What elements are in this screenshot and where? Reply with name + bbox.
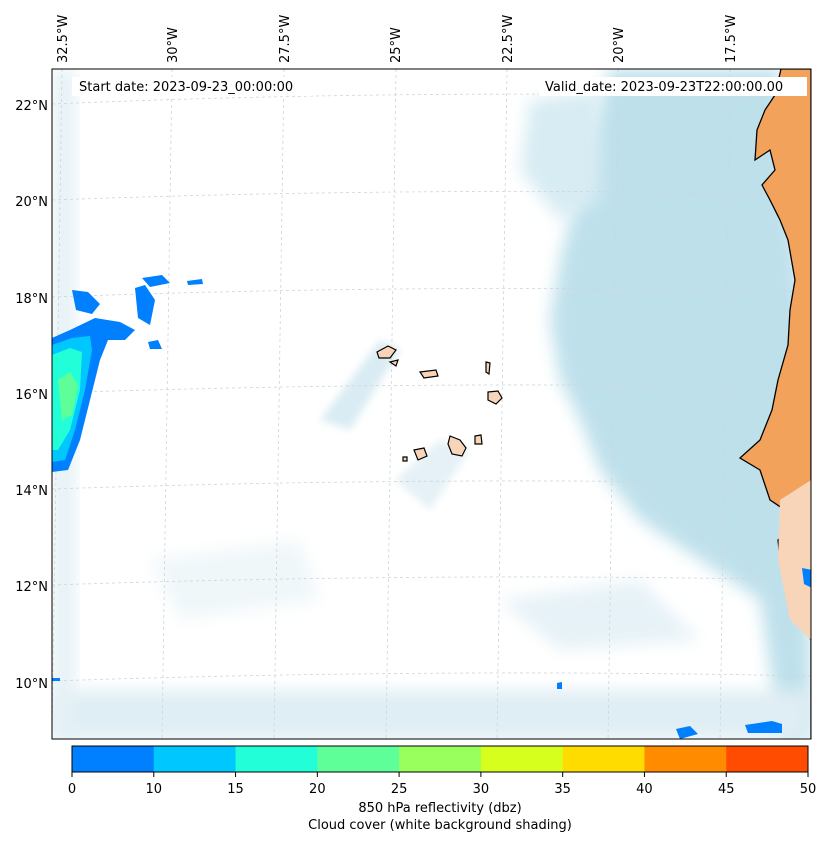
lat-label-18n: 18°N [15, 292, 48, 307]
colorbar-segment [562, 746, 645, 772]
colorbar-segment [644, 746, 727, 772]
colorbar-tick-label: 30 [473, 782, 490, 797]
lon-label-22-5w: 22.5°W [501, 15, 516, 63]
lon-label-20w: 20°W [612, 27, 627, 63]
africa-land-south [778, 480, 811, 640]
colorbar-segment [317, 746, 400, 772]
lat-label-10n: 10°N [15, 677, 48, 692]
lon-label-30w: 30°W [166, 27, 181, 63]
lon-label-25w: 25°W [389, 27, 404, 63]
colorbar-label: 850 hPa reflectivity (dbz) [358, 801, 522, 816]
reflectivity-cells [52, 275, 811, 739]
colorbar-tick-label: 0 [68, 782, 76, 797]
lat-label-20n: 20°N [15, 195, 48, 210]
colorbar-tick-label: 45 [718, 782, 735, 797]
colorbar-tick-label: 10 [146, 782, 163, 797]
lat-label-22n: 22°N [15, 99, 48, 114]
colorbar-tick-label: 25 [391, 782, 408, 797]
lat-label-16n: 16°N [15, 388, 48, 403]
longitude-labels: 32.5°W 30°W 27.5°W 25°W 22.5°W 20°W 17.5… [56, 15, 739, 63]
lat-label-14n: 14°N [15, 484, 48, 499]
valid-date-box [539, 77, 807, 96]
colorbar-tick-label: 35 [554, 782, 571, 797]
colorbar: 0 10 15 20 25 30 35 40 45 50 [68, 745, 817, 797]
cape-verde-islands [376, 345, 503, 462]
colorbar-tick-label: 40 [636, 782, 653, 797]
colorbar-segment [399, 746, 482, 772]
colorbar-segment [480, 746, 564, 772]
colorbar-segment [726, 746, 809, 772]
valid-date-label: Valid_date: 2023-09-23T22:00:00.00 [545, 80, 783, 95]
colorbar-tick-label: 50 [800, 782, 817, 797]
colorbar-segment [72, 746, 155, 772]
lon-label-32-5w: 32.5°W [56, 15, 71, 63]
lat-label-12n: 12°N [15, 580, 48, 595]
graticule [52, 69, 811, 739]
colorbar-border [71, 745, 809, 773]
start-date-label: Start date: 2023-09-23_00:00:00 [79, 80, 293, 95]
colorbar-segment [153, 746, 237, 772]
cloud-cover-shading [52, 69, 811, 739]
colorbar-tick-label: 15 [227, 782, 244, 797]
lon-label-17-5w: 17.5°W [724, 15, 739, 63]
colorbar-sublabel: Cloud cover (white background shading) [308, 818, 572, 833]
map-border [51, 68, 812, 740]
colorbar-tick-label: 20 [309, 782, 326, 797]
colorbar-segment [235, 746, 318, 772]
start-date-box [72, 77, 312, 96]
latitude-labels: 22°N 20°N 18°N 16°N 14°N 12°N 10°N [15, 99, 48, 692]
lon-label-27-5w: 27.5°W [278, 15, 293, 63]
